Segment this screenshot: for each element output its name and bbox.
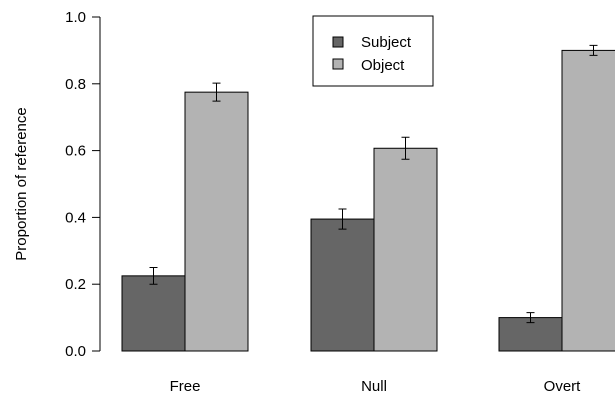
bars-group	[121, 49, 615, 352]
error-bar-overt-object	[589, 44, 598, 56]
y-axis-label: Proportion of reference	[13, 107, 30, 260]
legend-box	[312, 15, 434, 87]
y-tick-label: 1.0	[65, 9, 86, 26]
bar-null-subject	[310, 218, 375, 352]
legend-label-subject: Subject	[361, 34, 412, 51]
error-bar-free-subject	[149, 267, 158, 285]
bar-free-subject	[121, 275, 186, 352]
bar-free-object	[184, 91, 249, 352]
y-tick-label: 0.4	[65, 209, 86, 226]
y-axis: 0.0 0.2 0.4 0.6 0.8 1.0	[65, 9, 101, 360]
bar-null-object	[373, 147, 438, 352]
y-tick-label: 0.2	[65, 276, 86, 293]
x-category-label: Overt	[544, 378, 582, 395]
error-bars-group	[149, 44, 598, 324]
bar-overt-object	[561, 49, 615, 352]
legend-label-object: Object	[361, 57, 405, 74]
legend: Subject Object	[312, 15, 434, 87]
y-tick-label: 0.0	[65, 343, 86, 360]
x-category-label: Free	[170, 378, 201, 395]
y-tick-label: 0.6	[65, 143, 86, 160]
y-tick-label: 0.8	[65, 76, 86, 93]
legend-swatch-subject	[332, 36, 344, 48]
error-bar-null-object	[401, 136, 410, 160]
error-bar-free-object	[212, 82, 221, 102]
legend-swatch-object	[332, 58, 344, 70]
error-bar-overt-subject	[526, 312, 535, 324]
bar-overt-subject	[498, 317, 563, 352]
x-category-label: Null	[361, 378, 387, 395]
x-axis-labels: Free Null Overt	[170, 378, 582, 395]
error-bar-null-subject	[338, 208, 347, 230]
